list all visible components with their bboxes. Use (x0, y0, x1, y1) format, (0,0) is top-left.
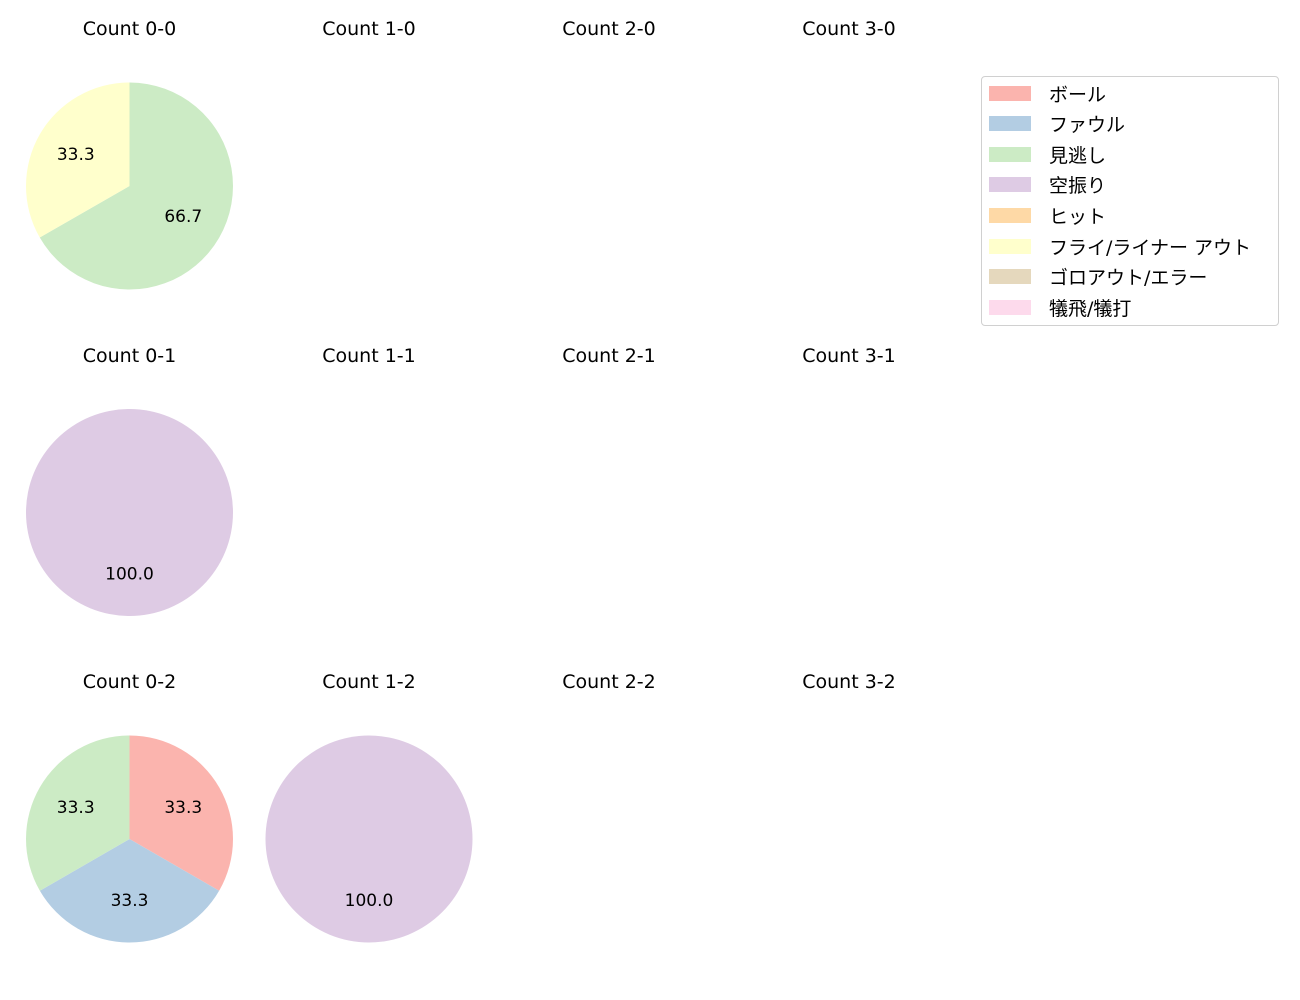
legend: ボールファウル見逃し空振りヒットフライ/ライナー アウト ゴロアウト/エラー 犠飛/… (981, 76, 1279, 326)
legend-item: フライ/ライナー アウト (989, 231, 1251, 261)
legend-label: フライ/ライナー アウト (1049, 236, 1252, 259)
pie-slice (25, 82, 130, 238)
legend-item: 犠飛/犠打 (989, 292, 1131, 322)
subplot-title: Count 1-2 (322, 671, 416, 693)
slice-percent-label: 33.3 (57, 798, 95, 818)
pie-slice (39, 839, 220, 943)
slice-percent-label: 66.7 (164, 207, 202, 227)
legend-label: 見逃し (1049, 144, 1107, 167)
slice-percent-label: 33.3 (57, 145, 95, 165)
legend-label: ヒット (1049, 205, 1107, 228)
legend-item: ゴロアウト/エラー (989, 262, 1207, 292)
subplot-title: Count 3-2 (802, 671, 896, 693)
slice-percent-label: 33.3 (164, 798, 202, 818)
legend-label: ゴロアウト/エラー (1049, 267, 1208, 290)
pie-slice (129, 735, 233, 891)
pie-slice (39, 82, 234, 290)
legend-item: ヒット (989, 200, 1106, 230)
legend-swatch-icon (989, 146, 1031, 162)
pie: 100.0 (26, 409, 233, 616)
legend-item: ファウル (989, 109, 1125, 139)
legend-label: 空振り (1049, 175, 1107, 198)
subplot-title: Count 1-0 (322, 18, 416, 40)
legend-item: 見逃し (989, 139, 1106, 169)
slice-percent-label: 100.0 (105, 565, 154, 585)
legend-item: ボール (989, 78, 1106, 108)
subplot-title: Count 0-1 (82, 345, 177, 367)
legend-swatch-icon (989, 207, 1031, 223)
legend-swatch-icon (989, 116, 1031, 132)
subplot-title: Count 0-2 (82, 671, 177, 693)
legend-swatch-icon (989, 238, 1031, 254)
pie-slice (265, 735, 473, 943)
subplot-title: Count 2-2 (562, 671, 656, 693)
legend-item: 空振り (989, 170, 1106, 200)
legend-label: ファウル (1049, 114, 1126, 137)
subplot-title: Count 3-0 (802, 18, 896, 40)
subplot-title: Count 2-1 (562, 345, 656, 367)
subplot-title: Count 1-1 (322, 345, 416, 367)
legend-swatch-icon (989, 269, 1031, 285)
slice-percent-label: 33.3 (111, 891, 149, 911)
slice-percent-label: 100.0 (345, 891, 394, 911)
legend-label: 犠飛/犠打 (1049, 297, 1132, 320)
legend-swatch-icon (989, 299, 1031, 315)
pie: 66.7 33.3 (25, 82, 234, 290)
subplot-title: Count 3-1 (802, 345, 896, 367)
pie-slice (26, 409, 233, 616)
legend-swatch-icon (989, 177, 1031, 193)
subplot-title: Count 0-0 (82, 18, 177, 40)
pie: 33.3 33.3 33.3 (26, 735, 233, 943)
subplot-title: Count 2-0 (562, 18, 656, 40)
legend-swatch-icon (989, 85, 1031, 101)
pie: 100.0 (265, 735, 473, 943)
legend-label: ボール (1049, 83, 1107, 106)
pie-slice (26, 735, 130, 891)
